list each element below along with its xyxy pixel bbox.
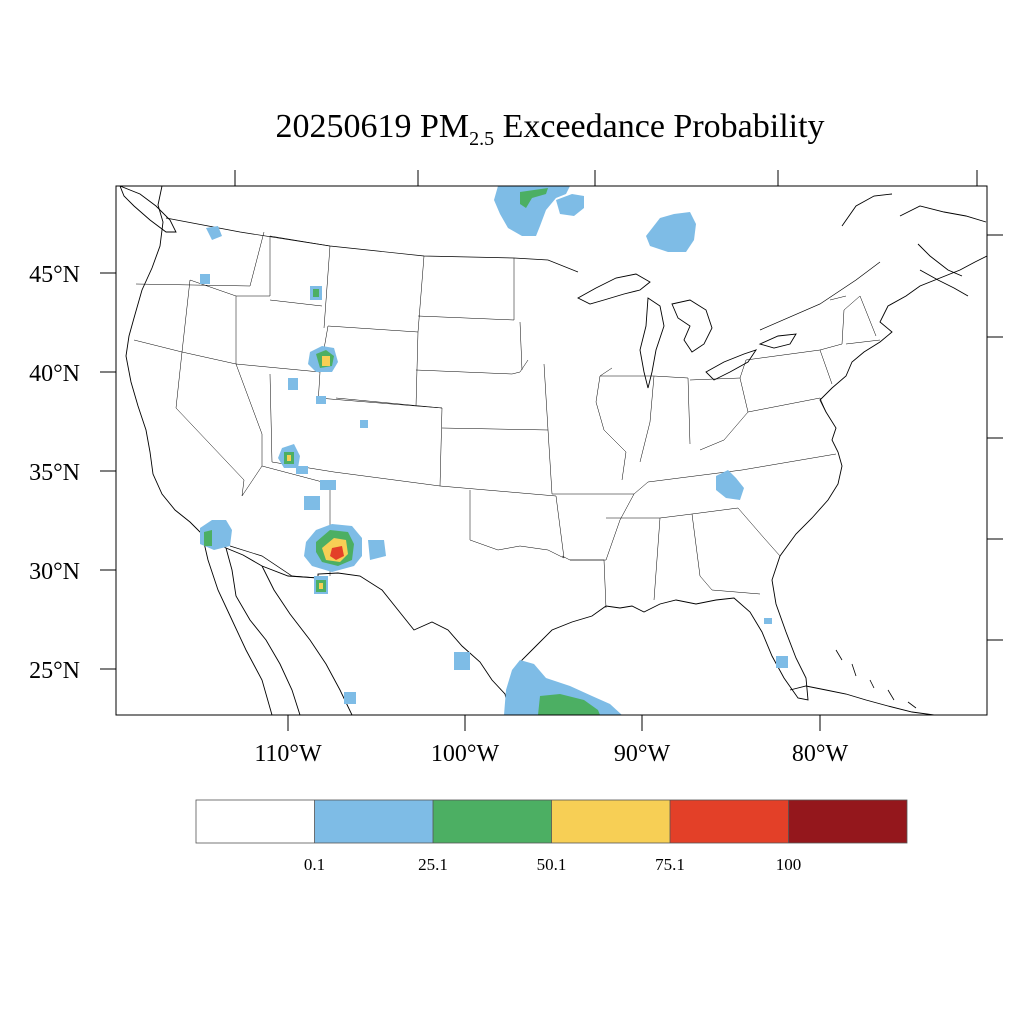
prob-area-utah-dot2 — [316, 396, 326, 404]
probability-fill — [200, 186, 788, 715]
title-rest: Exceedance Probability — [502, 108, 825, 145]
left-ticks — [100, 272, 116, 670]
prob-area-minnesota-north — [556, 194, 584, 216]
prob-area-mexico-west — [344, 692, 356, 704]
colorbar-box-2 — [433, 800, 552, 843]
lat-label-45: 45°N — [29, 262, 80, 288]
vancouver-island — [119, 186, 177, 233]
baja-coastline — [201, 533, 301, 715]
lon-label-80: 80°W — [792, 741, 849, 767]
prob-area-oregon-dot — [200, 274, 210, 284]
colorbar-box-5 — [788, 800, 907, 843]
prob-area-arizona-north — [296, 466, 308, 474]
colorbar-label-1: 25.1 — [418, 855, 448, 874]
bottom-ticks — [287, 715, 821, 731]
colorbar-box-1 — [314, 800, 433, 843]
prob-area-tennessee — [716, 470, 744, 500]
bahamas-outline — [835, 649, 917, 709]
mexico-border — [229, 545, 319, 579]
top-ticks — [234, 170, 978, 186]
title-species: PM — [419, 108, 470, 145]
prob-area-gulf-of-mexico-green — [538, 694, 600, 715]
cuba-outline — [789, 685, 935, 715]
prob-area-utah-dot — [288, 378, 298, 390]
canada-border — [165, 217, 881, 331]
colorbar-label-4: 100 — [776, 855, 802, 874]
prob-area-ontario — [646, 212, 696, 252]
colorbar: 0.1 25.1 50.1 75.1 100 — [195, 799, 908, 874]
prob-area-montana-inner — [313, 289, 319, 297]
prob-area-gulf-of-mexico — [504, 660, 622, 715]
state-lines — [133, 231, 881, 609]
prob-area-north-dakota — [494, 186, 570, 236]
prob-area-arizona-central — [304, 496, 320, 510]
prob-area-north-dakota-inner — [520, 188, 548, 208]
great-lakes-outline — [577, 273, 797, 389]
lat-label-25: 25°N — [29, 658, 80, 684]
lon-label-110: 110°W — [254, 741, 322, 767]
prob-area-wyoming-yellow — [322, 356, 330, 366]
lat-label-30: 30°N — [29, 559, 80, 585]
prob-area-utah-south-yellow — [287, 455, 291, 461]
map-body — [119, 186, 987, 715]
prob-area-florida-dot — [764, 618, 772, 624]
latitude-labels: 45°N 40°N 35°N 30°N 25°N — [29, 262, 80, 684]
colorbar-label-0: 0.1 — [304, 855, 325, 874]
prob-area-florida-south — [776, 656, 788, 668]
prob-area-mexico-north — [454, 652, 470, 670]
colorbar-box-0 — [196, 800, 315, 843]
prob-area-arizona-northeast — [320, 480, 336, 490]
colorbar-box-4 — [670, 800, 789, 843]
prob-area-southern-california-green — [204, 530, 212, 546]
prob-area-washington — [206, 226, 222, 240]
lat-label-40: 40°N — [29, 361, 80, 387]
longitude-labels: 110°W 100°W 90°W 80°W — [254, 741, 848, 767]
mexico-coastline — [261, 565, 353, 715]
lon-label-90: 90°W — [614, 741, 671, 767]
prob-area-new-mexico-east — [368, 540, 386, 560]
lat-label-35: 35°N — [29, 460, 80, 486]
title-species-subscript: 2.5 — [469, 127, 495, 150]
right-ticks — [987, 234, 1003, 641]
title-date: 20250619 — [275, 108, 412, 145]
map-frame — [115, 185, 988, 716]
prob-area-new-mexico-south-yellow — [319, 583, 323, 589]
map-title: 20250619 PM2.5 Exceedance Probability — [0, 108, 1024, 151]
colorbar-label-2: 50.1 — [537, 855, 567, 874]
lon-label-100: 100°W — [431, 741, 500, 767]
prob-area-new-mexico-red — [330, 546, 344, 560]
prob-area-colorado-dot — [360, 420, 368, 428]
atlantic-canada-coast — [841, 193, 987, 297]
colorbar-label-3: 75.1 — [655, 855, 685, 874]
colorbar-box-3 — [551, 800, 670, 843]
